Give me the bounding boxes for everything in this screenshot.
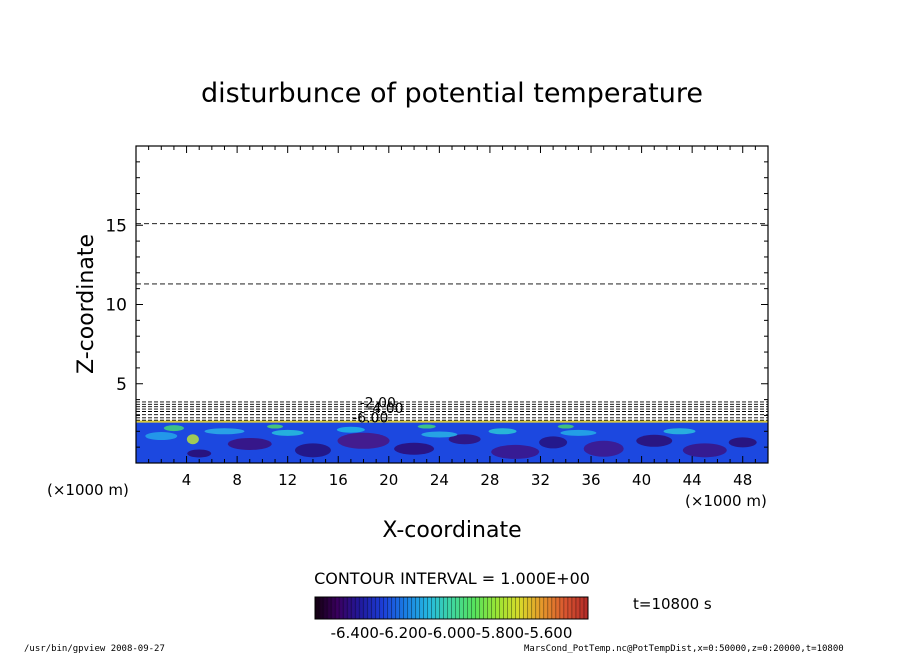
field-cell (186, 434, 199, 445)
field-cell (267, 424, 284, 429)
shaded-top-band (136, 420, 768, 423)
x-axis-label: X-coordinate (382, 518, 521, 543)
colorbar-tick-label: -6.000 (427, 624, 475, 642)
field-cell (204, 428, 245, 435)
field-cell (337, 432, 390, 449)
field-cell (583, 440, 624, 457)
contour-labels: -2.00-4.00-6.00 (352, 396, 403, 427)
field-cell (488, 428, 517, 435)
contour-lines (136, 223, 768, 421)
x-tick-label: 44 (683, 471, 702, 489)
x-tick-label: 20 (379, 471, 398, 489)
x-tick-label: 16 (329, 471, 348, 489)
time-label: t=10800 s (633, 595, 712, 613)
field-cell (227, 437, 272, 450)
chart-title: disturbunce of potential temperature (201, 78, 703, 109)
contour-label: -2.00 (360, 396, 396, 412)
x-unit-label-right: (×1000 m) (685, 492, 767, 510)
x-tick-label: 8 (232, 471, 242, 489)
x-tick-label: 32 (531, 471, 550, 489)
x-tick-label: 48 (733, 471, 752, 489)
x-tick-label: 4 (182, 471, 192, 489)
field-cell (394, 442, 435, 455)
colorbar-frame (314, 596, 589, 620)
contour-label: -4.00 (367, 401, 403, 417)
footer-left: /usr/bin/gpview 2008-09-27 (24, 644, 165, 654)
field-cell (636, 434, 673, 447)
colorbar (314, 596, 589, 620)
colorbar-tick-label: -6.200 (379, 624, 427, 642)
y-axis-label: Z-coordinate (74, 234, 99, 374)
y-tick-label: 10 (105, 296, 127, 316)
colorbar-tick-label: -5.800 (476, 624, 524, 642)
contour-label: -6.00 (352, 411, 388, 427)
x-tick-label: 36 (581, 471, 600, 489)
contour-interval: CONTOUR INTERVAL = 1.000E+00 (314, 569, 590, 588)
field-cell (682, 443, 727, 458)
colorbar-tick-label: -6.400 (331, 624, 379, 642)
field-cell (557, 424, 574, 429)
x-axis-ticks: 4 8 12 16 20 24 28 32 36 40 44 48 (148, 146, 756, 489)
x-tick-label: 40 (632, 471, 651, 489)
field-cell (336, 426, 365, 433)
field-cell (539, 436, 568, 449)
x-tick-label: 12 (278, 471, 297, 489)
field-cell (448, 434, 481, 445)
y-tick-label: 5 (116, 375, 127, 395)
plot-frame (135, 145, 769, 464)
field-cell (271, 429, 304, 436)
y-axis-ticks: 5 10 15 (105, 161, 768, 448)
x-tick-label: 24 (430, 471, 449, 489)
y-tick-label: 15 (105, 216, 127, 236)
plot-area: -2.00-4.00-6.00 4 8 12 16 20 24 28 32 36 40 44 48 5… (105, 145, 769, 489)
shaded-field (136, 420, 768, 463)
field-cell (145, 432, 178, 441)
x-unit-label: (×1000 m) (47, 481, 129, 499)
field-cell (417, 424, 436, 429)
field-cell (294, 443, 331, 458)
field-cell (728, 437, 757, 448)
footer-right: MarsCond_PotTemp.nc@PotTempDist,x=0:5000… (524, 644, 844, 654)
field-cell (163, 425, 184, 432)
field-cell (560, 429, 597, 436)
field-cell (187, 449, 212, 458)
colorbar-tick-labels-text: -6.400-6.200-6.000-5.800-5.600 (331, 624, 573, 642)
field-cell (421, 431, 458, 438)
colorbar-tick-labels: -6.400-6.200-6.000-5.800-5.600 (331, 624, 573, 642)
x-tick-label: 28 (480, 471, 499, 489)
field-cell (663, 428, 696, 435)
colorbar-tick-label: -5.600 (524, 624, 572, 642)
field-cell (491, 444, 540, 459)
